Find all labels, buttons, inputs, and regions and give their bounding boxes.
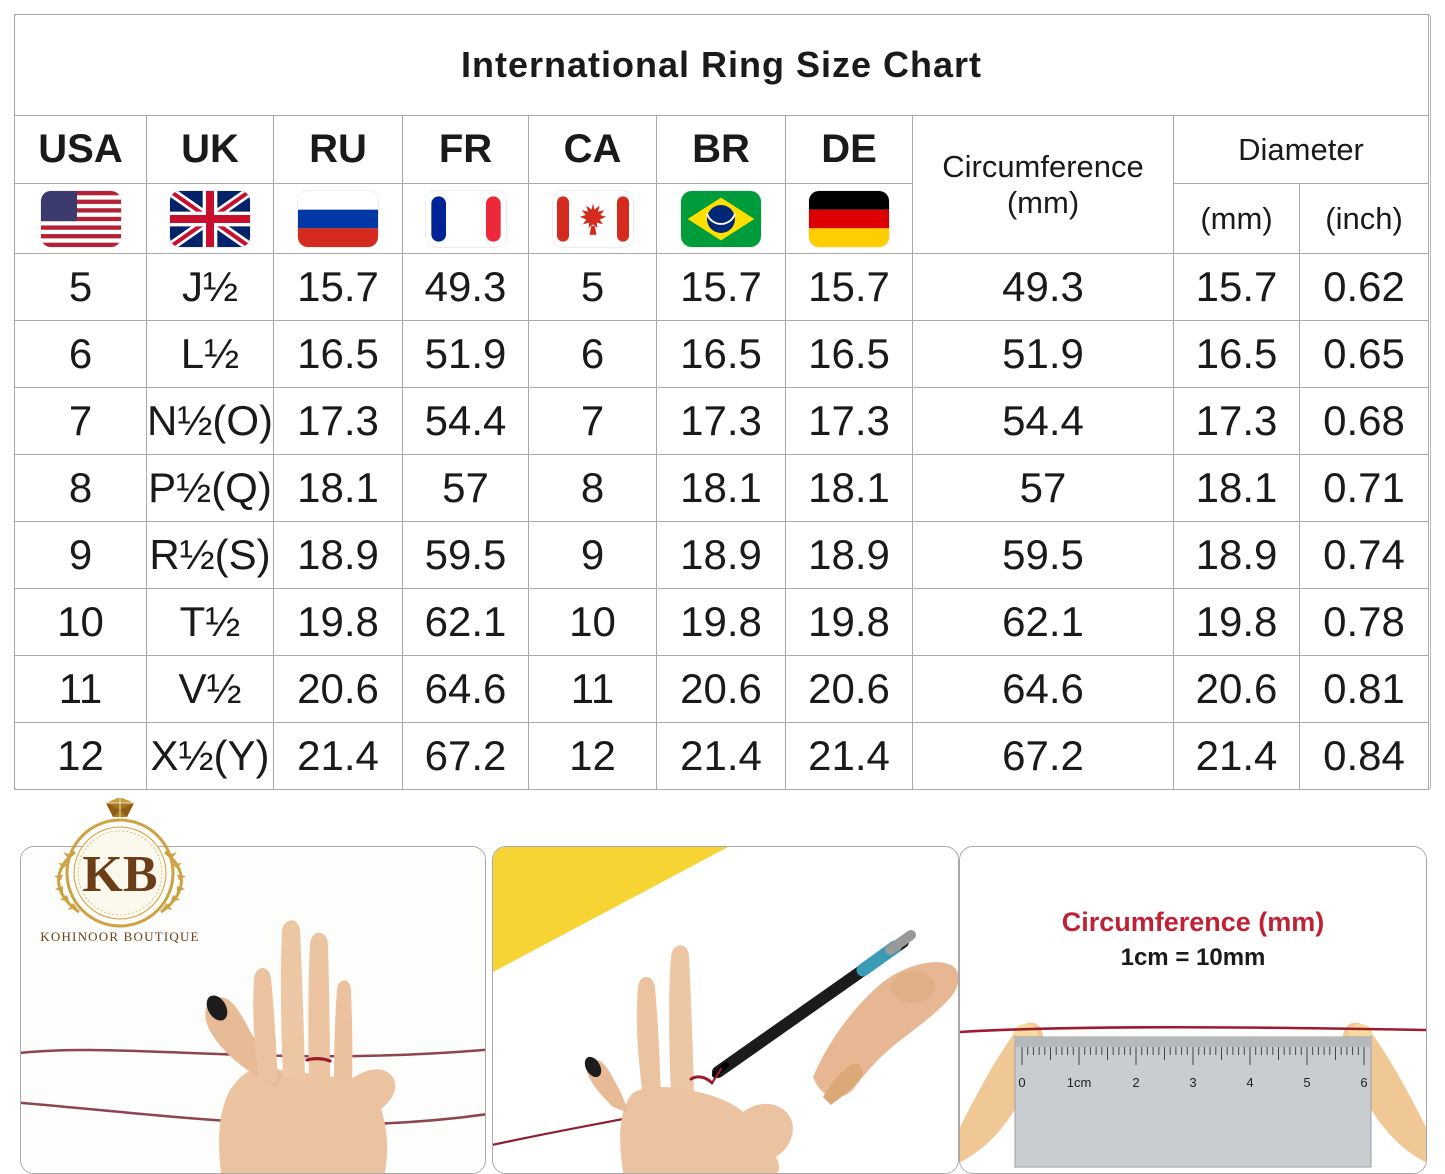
svg-text:KOHINOOR BOUTIQUE: KOHINOOR BOUTIQUE	[40, 929, 199, 944]
svg-text:3: 3	[1189, 1075, 1196, 1090]
svg-text:2: 2	[1132, 1075, 1139, 1090]
svg-text:4: 4	[1246, 1075, 1253, 1090]
svg-text:KB: KB	[82, 846, 157, 903]
svg-text:0: 0	[1018, 1075, 1025, 1090]
svg-text:6: 6	[1360, 1075, 1367, 1090]
svg-text:1cm: 1cm	[1067, 1075, 1092, 1090]
svg-text:5: 5	[1303, 1075, 1310, 1090]
